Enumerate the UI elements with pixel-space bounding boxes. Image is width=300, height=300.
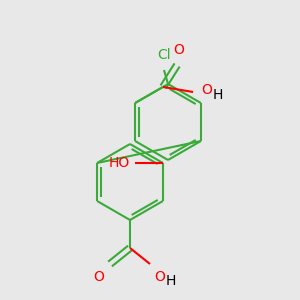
Text: Cl: Cl (157, 48, 171, 62)
Text: H: H (166, 274, 176, 288)
Text: HO: HO (109, 156, 130, 170)
Text: O: O (93, 270, 104, 284)
Text: O: O (154, 270, 165, 284)
Text: H: H (213, 88, 224, 102)
Text: O: O (201, 83, 212, 97)
Text: O: O (174, 43, 184, 57)
